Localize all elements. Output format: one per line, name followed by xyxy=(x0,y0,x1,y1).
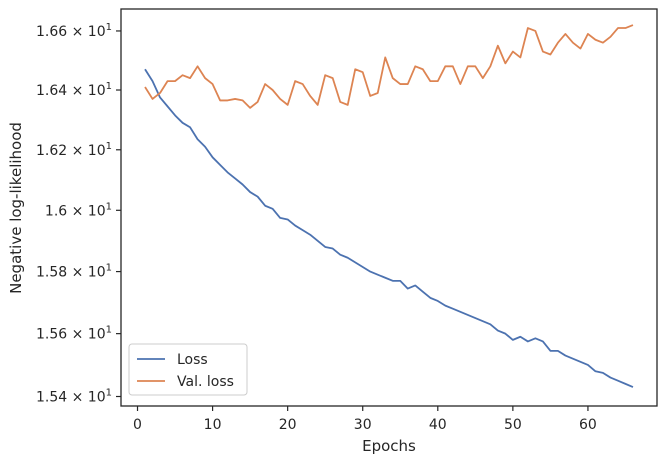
y-tick-label: 1.64 × 101 xyxy=(36,81,112,99)
series-lines xyxy=(144,24,634,388)
series-line-2 xyxy=(144,24,634,109)
legend-label: Val. loss xyxy=(177,374,234,390)
y-axis-ticks: 1.54 × 101 1.56 × 101 1.58 × 101 1.6 × 101 1… xyxy=(36,22,121,406)
y-axis-label: Negative log-likelihood xyxy=(7,122,25,294)
y-tick-label: 1.62 × 101 xyxy=(36,141,112,159)
y-tick-label: 1.54 × 101 xyxy=(36,388,112,406)
x-tick-label: 50 xyxy=(504,417,522,433)
y-tick-label: 1.58 × 101 xyxy=(36,263,112,281)
y-tick-label: 1.66 × 101 xyxy=(36,22,112,40)
y-tick-label: 1.56 × 101 xyxy=(36,325,112,343)
legend-label: Loss xyxy=(177,352,208,368)
plot-frame xyxy=(120,8,658,407)
x-tick-label: 0 xyxy=(133,417,142,433)
legend-box xyxy=(128,343,248,396)
x-tick-label: 20 xyxy=(279,417,297,433)
legend: Loss Val. loss xyxy=(128,343,248,396)
plot-area xyxy=(120,8,658,407)
y-tick-label: 1.6 × 101 xyxy=(45,201,112,219)
x-tick-label: 30 xyxy=(354,417,372,433)
x-tick-label: 40 xyxy=(429,417,447,433)
x-axis-ticks: 0 10 20 30 40 50 60 xyxy=(133,406,597,433)
x-tick-label: 10 xyxy=(204,417,222,433)
series-line-1 xyxy=(144,68,634,388)
x-tick-label: 60 xyxy=(579,417,597,433)
x-axis-label: Epochs xyxy=(362,437,416,455)
